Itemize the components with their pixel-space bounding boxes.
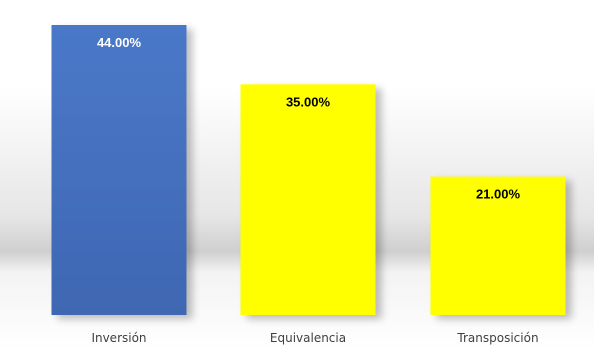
x-axis-tick-labels: Inversión Equivalencia Transposición — [91, 331, 538, 345]
x-tick-label: Equivalencia — [270, 331, 346, 345]
bar-equivalencia — [240, 84, 376, 316]
data-labels-layer: 44.00% 35.00% 21.00% — [97, 35, 521, 202]
data-label: 35.00% — [286, 94, 331, 109]
x-tick-label: Inversión — [91, 331, 146, 345]
bar-inversi-n — [51, 25, 187, 315]
data-label: 44.00% — [97, 35, 142, 50]
bars-layer — [51, 25, 566, 316]
data-label: 21.00% — [476, 187, 521, 202]
bar-transposici-n — [430, 176, 566, 315]
x-tick-label: Transposición — [456, 331, 538, 345]
